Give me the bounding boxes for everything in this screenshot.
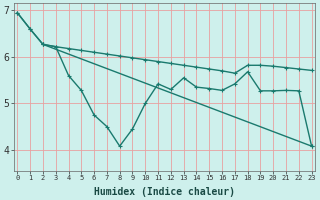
X-axis label: Humidex (Indice chaleur): Humidex (Indice chaleur) (94, 186, 235, 197)
